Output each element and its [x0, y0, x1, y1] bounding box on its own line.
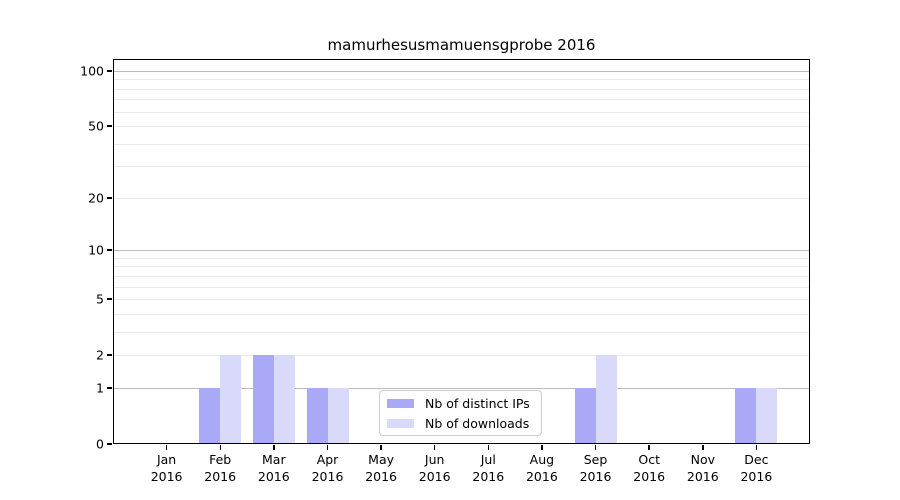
- x-axis-tick: [433, 445, 436, 450]
- x-axis-tick: [594, 445, 597, 450]
- y-axis-tick-label: 10: [88, 242, 104, 258]
- minor-gridline: [113, 166, 810, 168]
- x-axis-tick: [755, 445, 758, 450]
- x-axis-tick-label: Apr 2016: [311, 452, 344, 484]
- x-axis-tick-label: Mar 2016: [257, 452, 290, 484]
- x-axis-tick-label: May 2016: [365, 452, 397, 484]
- minor-gridline: [113, 275, 810, 277]
- minor-gridline: [113, 79, 810, 81]
- minor-gridline: [113, 88, 810, 90]
- legend-entry: Nb of distinct IPs: [387, 393, 541, 413]
- x-axis-tick-label: Dec 2016: [740, 452, 773, 484]
- x-axis-tick-label: Feb 2016: [204, 452, 237, 484]
- plot-border: [113, 59, 810, 444]
- minor-gridline: [113, 197, 810, 199]
- minor-gridline: [113, 313, 810, 315]
- x-axis-tick: [648, 445, 650, 450]
- legend: Nb of distinct IPs Nb of downloads: [379, 390, 542, 436]
- y-axis-tick-label: 20: [88, 190, 104, 206]
- legend-label: Nb of downloads: [425, 415, 530, 431]
- bar-distinct-ips: [199, 388, 221, 444]
- major-gridline: [113, 250, 810, 252]
- x-axis-tick-label: Nov 2016: [686, 452, 719, 484]
- x-axis-tick: [380, 445, 382, 450]
- x-axis-tick-label: Jan 2016: [150, 452, 183, 484]
- bar-downloads: [327, 388, 349, 444]
- x-axis-tick-label: Aug 2016: [525, 452, 558, 484]
- major-gridline: [113, 70, 810, 72]
- y-axis-tick-label: 2: [96, 347, 104, 363]
- y-axis-tick-label: 50: [88, 118, 104, 134]
- bar-downloads: [220, 355, 242, 444]
- bar-distinct-ips: [735, 388, 757, 444]
- minor-gridline: [113, 355, 810, 357]
- minor-gridline: [113, 266, 810, 268]
- minor-gridline: [113, 99, 810, 101]
- legend-swatch: [387, 418, 414, 428]
- y-axis-tick-label: 100: [80, 63, 104, 79]
- y-axis-tick: [107, 387, 112, 389]
- chart-title: mamurhesusmamuensgprobe 2016: [327, 36, 596, 54]
- x-axis-tick: [219, 445, 221, 450]
- x-axis-tick: [273, 445, 275, 450]
- minor-gridline: [113, 331, 810, 333]
- x-axis-tick: [165, 445, 168, 450]
- y-axis-tick-label: 1: [96, 380, 104, 396]
- minor-gridline: [113, 126, 810, 128]
- minor-gridline: [113, 257, 810, 259]
- bar-downloads: [756, 388, 778, 444]
- minor-gridline: [113, 111, 810, 113]
- bar-distinct-ips: [306, 388, 328, 444]
- x-axis-tick-label: Oct 2016: [633, 452, 666, 484]
- y-axis-tick-label: 0: [96, 436, 104, 452]
- bar-distinct-ips: [252, 355, 274, 444]
- minor-gridline: [113, 299, 810, 301]
- bar-downloads: [273, 355, 295, 444]
- x-axis-tick: [487, 445, 490, 450]
- x-axis-tick-label: Jul 2016: [472, 452, 505, 484]
- y-axis-tick: [107, 125, 112, 127]
- x-axis-tick-label: Jun 2016: [418, 452, 451, 484]
- y-axis-tick: [107, 197, 112, 199]
- y-axis-tick: [107, 70, 112, 72]
- legend-label: Nb of distinct IPs: [425, 395, 530, 411]
- y-axis-tick: [107, 354, 112, 356]
- x-axis-tick: [702, 445, 704, 450]
- y-axis-tick: [107, 298, 112, 300]
- bar-downloads: [595, 355, 617, 444]
- legend-entry: Nb of downloads: [387, 413, 541, 433]
- minor-gridline: [113, 143, 810, 145]
- legend-swatch: [387, 398, 414, 408]
- x-axis-tick: [326, 445, 329, 450]
- major-gridline: [113, 388, 810, 389]
- x-axis-tick-label: Sep 2016: [579, 452, 612, 484]
- x-axis-tick: [541, 445, 543, 450]
- y-axis-tick: [107, 443, 112, 445]
- y-axis-tick-label: 5: [96, 291, 104, 307]
- y-axis-tick: [107, 249, 112, 251]
- minor-gridline: [113, 286, 810, 288]
- bar-distinct-ips: [574, 388, 596, 444]
